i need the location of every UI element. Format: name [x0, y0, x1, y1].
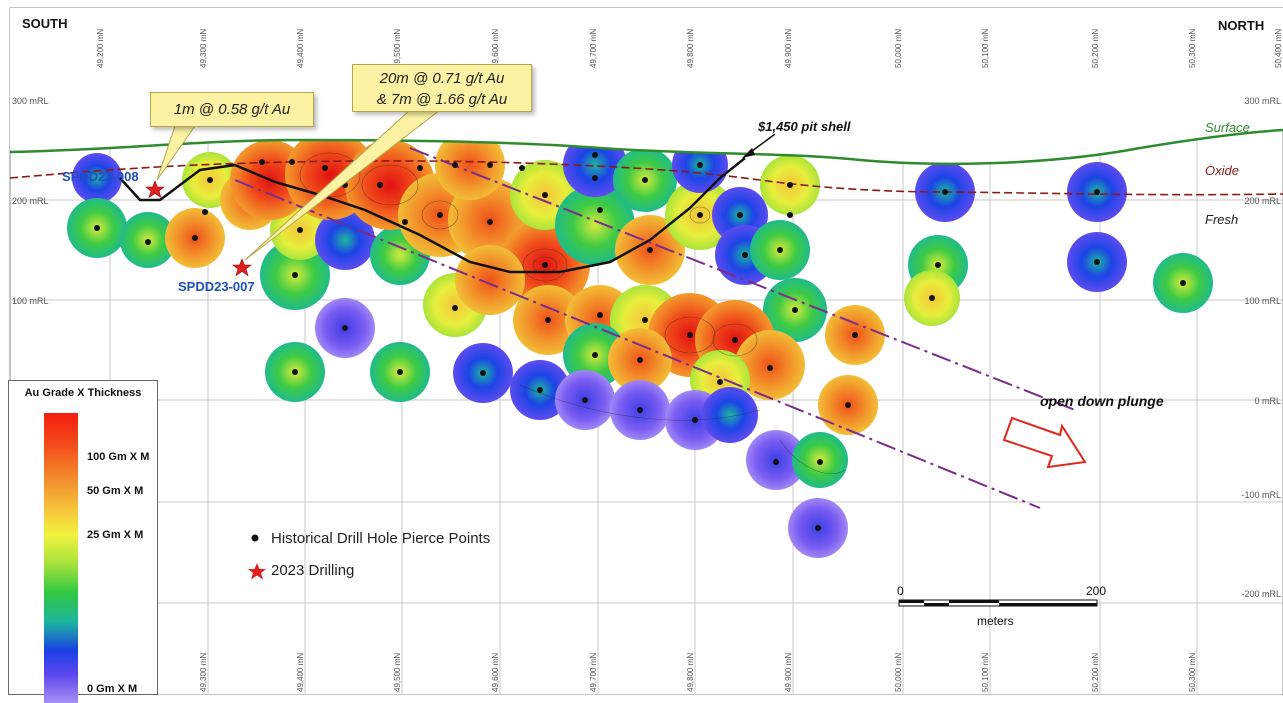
northing-label: 49,300 mN: [199, 653, 208, 692]
northing-label: 49,900 mN: [784, 29, 793, 68]
northing-label: 50,400 mN: [1274, 29, 1283, 68]
scale-bar: [898, 599, 1098, 607]
rl-label: 200 mRL: [12, 196, 49, 206]
plunge-lines: [234, 147, 1076, 509]
sky-mask: [10, 8, 1283, 164]
rl-label: 100 mRL: [1244, 296, 1281, 306]
fresh-label: Fresh: [1205, 212, 1238, 227]
northing-label: 49,200 mN: [96, 29, 105, 68]
rl-label: -200 mRL: [1241, 589, 1281, 599]
legend-title: Au Grade X Thickness: [24, 387, 142, 399]
callout-007: 20m @ 0.71 g/t Au & 7m @ 1.66 g/t Au: [352, 64, 532, 112]
rl-label: 0 mRL: [1254, 396, 1281, 406]
rl-label: 300 mRL: [1244, 96, 1281, 106]
historical-key-dot: [251, 534, 259, 542]
northing-label: 50,000 mN: [894, 29, 903, 68]
open-down-plunge-label: open down plunge: [1040, 393, 1164, 409]
drill-hole-points: [94, 152, 1186, 531]
hole-label-007: SPDD23-007: [178, 279, 255, 294]
northing-label: 50,300 mN: [1188, 29, 1197, 68]
surface-line: [9, 128, 1283, 166]
contour-lines: [299, 152, 846, 474]
legend-tick-0: 0 Gm X M: [87, 683, 138, 695]
northing-label: 49,500 mN: [393, 29, 402, 68]
northing-labels-top: 49,200 mN 49,300 mN 49,400 mN 49,500 mN …: [96, 29, 1283, 68]
northing-label: 50,200 mN: [1091, 653, 1100, 692]
north-label: NORTH: [1218, 18, 1264, 33]
legend-color-ramp: [44, 413, 78, 703]
northing-label: 50,100 mN: [981, 29, 990, 68]
oxide-label: Oxide: [1205, 163, 1239, 178]
pit-shell-label: $1,450 pit shell: [757, 119, 851, 134]
northing-label: 49,500 mN: [393, 653, 402, 692]
rl-label: 300 mRL: [12, 96, 49, 106]
callout-007-line1: 20m @ 0.71 g/t Au: [379, 70, 505, 87]
northing-label: 49,900 mN: [784, 653, 793, 692]
northing-label: 49,800 mN: [686, 653, 695, 692]
northing-label: 49,400 mN: [296, 653, 305, 692]
drilling-2023-stars: [145, 180, 252, 277]
open-down-plunge-arrow: [1002, 416, 1087, 469]
pit-shell-line: [119, 157, 746, 274]
rl-label: -100 mRL: [1241, 490, 1281, 500]
northing-label: 49,300 mN: [199, 29, 208, 68]
callout-007-line2: & 7m @ 1.66 g/t Au: [376, 91, 508, 108]
northing-label: 49,400 mN: [296, 29, 305, 68]
northing-label: 50,200 mN: [1091, 29, 1100, 68]
rl-labels-right: 300 mRL 200 mRL 100 mRL 0 mRL -100 mRL -…: [1241, 96, 1281, 599]
legend-tick-100: 100 Gm X M: [87, 451, 150, 463]
rl-label: 200 mRL: [1244, 196, 1281, 206]
scale-end-label: 200: [1086, 584, 1106, 598]
scale-start-label: 0: [897, 584, 904, 598]
historical-key-label: Historical Drill Hole Pierce Points: [271, 530, 490, 547]
legend-tick-50: 50 Gm X M: [87, 485, 144, 497]
northing-label: 50,000 mN: [894, 653, 903, 692]
scale-unit-label: meters: [977, 614, 1014, 628]
rl-label: 100 mRL: [12, 296, 49, 306]
northing-label: 50,300 mN: [1188, 653, 1197, 692]
grade-legend: Au Grade X Thickness 100 Gm X M 50 Gm X …: [8, 380, 158, 703]
hole-label-008: SPDD23-008: [62, 169, 139, 184]
pit-shell-arrow: [742, 133, 776, 158]
rl-labels-left: 300 mRL 200 mRL 100 mRL: [12, 96, 49, 306]
surface-label: Surface: [1205, 120, 1250, 135]
drilling-2023-key-label: 2023 Drilling: [271, 562, 354, 579]
star-key-icon: [248, 563, 266, 580]
callout-008-text: 1m @ 0.58 g/t Au: [173, 101, 291, 118]
northing-label: 49,600 mN: [491, 653, 500, 692]
northing-label: 49,700 mN: [589, 653, 598, 692]
northing-labels-bottom: 49,300 mN 49,400 mN 49,500 mN 49,600 mN …: [199, 653, 1197, 692]
legend-tick-25: 25 Gm X M: [87, 529, 144, 541]
south-label: SOUTH: [22, 16, 68, 31]
callout-008: 1m @ 0.58 g/t Au: [150, 92, 314, 127]
oxide-line: [9, 160, 1283, 196]
northing-label: 50,100 mN: [981, 653, 990, 692]
northing-label: 49,600 mN: [491, 29, 500, 68]
northing-label: 49,700 mN: [589, 29, 598, 68]
northing-label: 49,800 mN: [686, 29, 695, 68]
